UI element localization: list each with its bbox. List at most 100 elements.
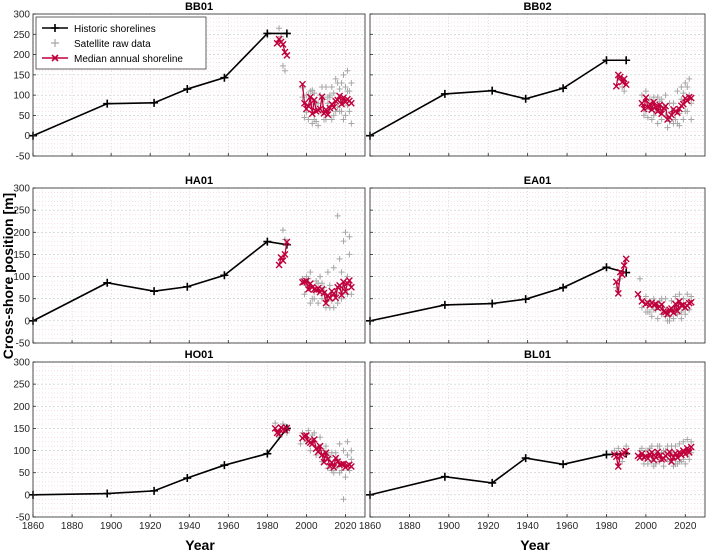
x-tick-label: 2000 — [635, 521, 658, 532]
satellite-point — [340, 238, 347, 245]
satellite-point — [303, 109, 310, 116]
median-point — [638, 99, 646, 107]
x-tick-label: 1920 — [139, 521, 162, 532]
satellite-point — [313, 118, 320, 125]
y-tick-label: 250 — [13, 206, 30, 217]
y-tick-label: 100 — [13, 91, 30, 102]
median-point — [328, 100, 336, 108]
median-point — [316, 442, 324, 450]
median-point — [300, 432, 308, 440]
median-point — [652, 453, 660, 461]
y-tick-label: -50 — [16, 339, 31, 350]
median-point — [642, 94, 650, 102]
grid-bb01 — [32, 13, 366, 157]
satellite-point — [334, 104, 341, 111]
satellite-point — [340, 116, 347, 123]
axes-frame-bb02 — [369, 13, 706, 157]
satellite-point — [344, 88, 351, 95]
series-historic-ha01 — [29, 237, 291, 325]
series-median-ho01 — [271, 424, 355, 471]
y-tick-label: 300 — [13, 358, 30, 369]
median-point — [341, 288, 349, 296]
satellite-point — [344, 67, 351, 74]
median-point — [314, 284, 322, 292]
median-point — [281, 250, 289, 258]
historic-point — [488, 86, 497, 95]
satellite-point — [336, 108, 343, 115]
historic-point — [150, 287, 159, 296]
panel-bb02: BB02 — [366, 1, 706, 157]
legend-swatch-marker-satellite — [51, 39, 59, 47]
series-historic-bb02 — [366, 56, 631, 140]
series-median-bb01 — [273, 35, 355, 119]
legend-label-satellite: Satellite raw data — [74, 39, 151, 50]
y-tick-label: 150 — [13, 70, 30, 81]
median-point — [324, 111, 332, 119]
median-point — [299, 80, 307, 88]
median-point — [662, 102, 670, 110]
median-point — [340, 278, 348, 286]
median-point — [640, 453, 648, 461]
satellite-point — [322, 443, 329, 450]
satellite-point — [658, 295, 665, 302]
satellite-point — [642, 293, 649, 300]
y-tick-label: -50 — [16, 513, 31, 524]
median-point — [677, 301, 685, 309]
median-point — [306, 93, 314, 101]
satellite-point — [654, 315, 661, 322]
median-point — [279, 425, 287, 433]
satellite-point — [688, 116, 695, 123]
satellite-point — [648, 116, 655, 123]
median-point — [347, 463, 355, 471]
legend-item-median: Median annual shoreline — [42, 54, 183, 65]
satellite-point — [328, 84, 335, 91]
median-point — [673, 109, 681, 117]
satellite-point — [672, 293, 679, 300]
historic-point — [602, 263, 611, 272]
satellite-point — [615, 445, 622, 452]
x-axis-label-left: Year — [185, 537, 215, 553]
x-tick-label: 1900 — [100, 521, 123, 532]
satellite-point — [315, 100, 322, 107]
satellite-point — [317, 273, 324, 280]
panel-title-ea01: EA01 — [524, 175, 552, 187]
median-point — [638, 297, 646, 305]
median-point — [683, 444, 691, 452]
median-point — [330, 463, 338, 471]
legend-label-median: Median annual shoreline — [74, 54, 183, 65]
legend: Historic shorelines Satellite raw data M… — [35, 16, 207, 70]
satellite-point — [340, 496, 347, 503]
historic-point — [103, 99, 112, 108]
historic-point — [602, 56, 611, 65]
y-tick-label: 200 — [13, 402, 30, 413]
median-point — [318, 93, 326, 101]
satellite-point — [326, 304, 333, 311]
legend-box — [35, 16, 207, 70]
median-point — [283, 238, 291, 246]
median-point — [304, 285, 312, 293]
historic-point — [183, 474, 192, 483]
median-point — [668, 458, 675, 466]
y-tick-label: 0 — [24, 316, 30, 327]
median-point — [318, 285, 326, 293]
satellite-point — [348, 456, 355, 463]
median-point — [347, 99, 355, 107]
median-point — [271, 424, 279, 432]
satellite-point — [674, 88, 681, 95]
historic-point — [602, 450, 611, 459]
median-point — [338, 100, 346, 108]
y-tick-label: -50 — [16, 152, 31, 163]
satellite-point — [319, 280, 326, 287]
satellite-point — [684, 436, 691, 443]
satellite-point — [319, 84, 326, 91]
median-point — [618, 78, 626, 86]
median-point — [283, 51, 291, 59]
x-tick-label: 1940 — [178, 521, 201, 532]
median-point — [620, 262, 628, 269]
satellite-point — [678, 309, 685, 315]
satellite-point — [644, 114, 651, 121]
satellite-point — [640, 112, 647, 119]
median-point — [650, 98, 658, 106]
median-point — [660, 308, 668, 316]
